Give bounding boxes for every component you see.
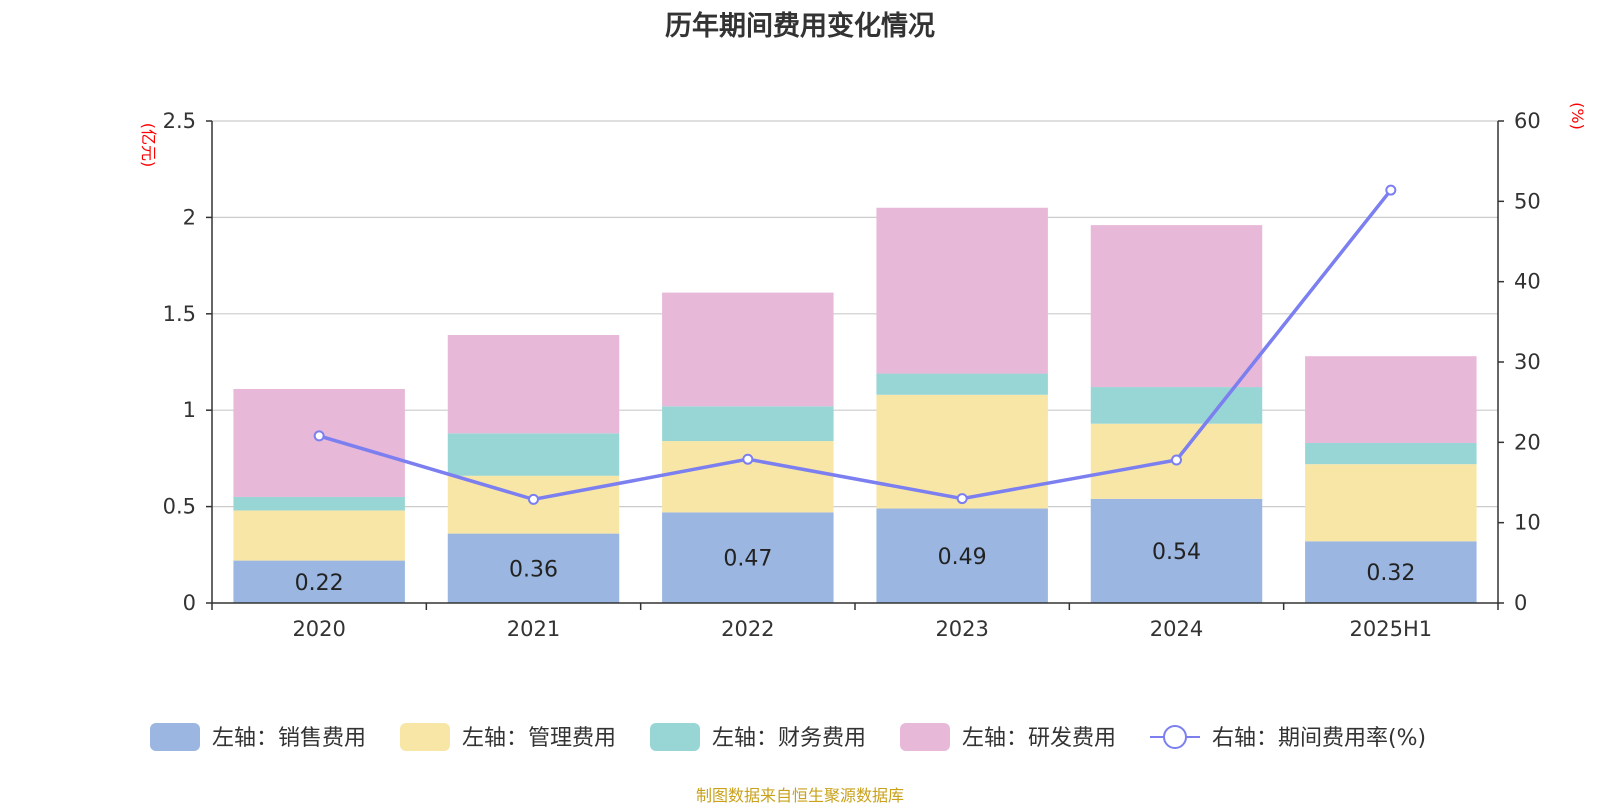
legend-marker [1163, 725, 1187, 749]
right-axis-tick-label: 40 [1514, 270, 1541, 294]
x-axis-tick-label: 2020 [292, 617, 345, 641]
bar-segment [662, 292, 834, 407]
legend-label: 左轴：财务费用 [712, 726, 866, 751]
bar-stacks [233, 207, 1477, 603]
rate-line-point [528, 493, 539, 505]
legend-label: 左轴：销售费用 [212, 726, 366, 751]
rate-line-point [956, 493, 968, 505]
left-axis-tick-label: 1.5 [163, 302, 196, 326]
right-axis-tick-label: 0 [1514, 591, 1527, 615]
bar-segment [1305, 442, 1477, 465]
bar-data-label: 0.22 [295, 571, 344, 596]
legend-swatch [400, 723, 450, 751]
chart-title: 历年期间费用变化情况 [665, 11, 935, 42]
left-axis-tick-label: 1 [183, 398, 196, 422]
legend-swatch [650, 723, 700, 751]
rate-line-point [313, 430, 325, 442]
bar-segment [447, 335, 620, 434]
bar-data-label: 0.36 [509, 557, 558, 582]
bar-segment [1305, 356, 1477, 443]
bar-segment [662, 406, 834, 442]
source-note: 制图数据来自恒生聚源数据库 [695, 786, 904, 805]
left-axis-tick-label: 2 [183, 205, 196, 229]
legend-swatch [900, 723, 950, 751]
bar-segment [233, 388, 405, 497]
bar-segment [1090, 387, 1263, 424]
bar-data-label: 0.54 [1152, 540, 1201, 565]
legend-label: 左轴：管理费用 [462, 726, 616, 751]
x-axis-tick-label: 2023 [935, 617, 988, 641]
right-axis-tick-label: 60 [1514, 109, 1541, 133]
left-axis-tick-label: 0 [183, 591, 196, 615]
data-labels: 0.22 0.36 0.47 0.49 0.54 0.32 [295, 540, 1416, 596]
bar-segment [447, 533, 620, 603]
legend-swatch [150, 723, 200, 751]
x-axis-tick-label: 2022 [721, 617, 774, 641]
bar-segment [233, 560, 405, 603]
bar-segment [447, 433, 620, 476]
bar-data-label: 0.47 [723, 547, 772, 572]
bar-segment [662, 512, 834, 603]
rate-line-point [742, 453, 754, 465]
legend: 左轴：销售费用 左轴：管理费用 左轴：财务费用 左轴：研发费用 右轴：期间费用率(%) [150, 723, 1426, 751]
left-axis-tick-label: 0.5 [163, 495, 196, 519]
bar-segment [876, 207, 1048, 374]
right-axis-tick-label: 10 [1514, 511, 1541, 535]
legend-label: 右轴：期间费用率(%) [1212, 726, 1426, 751]
bar-segment [662, 441, 834, 513]
right-axis-tick-label: 30 [1514, 350, 1541, 374]
bar-data-label: 0.32 [1366, 561, 1415, 586]
bar-segment [233, 510, 405, 561]
bar-segment [1305, 541, 1477, 603]
bar-segment [876, 373, 1048, 395]
rate-line-point [1171, 454, 1182, 466]
legend-label: 左轴：研发费用 [962, 726, 1116, 751]
left-axis-unit: (亿元) [139, 123, 158, 168]
bar-segment [876, 394, 1048, 509]
rate-line-point [1385, 184, 1397, 196]
right-axis-unit: (%) [1568, 102, 1587, 130]
bar-segment [1090, 498, 1263, 603]
x-axis-tick-label: 2025H1 [1350, 617, 1433, 641]
bar-segment [1305, 464, 1477, 542]
x-axis-tick-label: 2021 [507, 617, 560, 641]
bar-segment [233, 496, 405, 511]
right-axis-tick-label: 20 [1514, 430, 1541, 454]
x-axis-tick-label: 2024 [1150, 617, 1203, 641]
bar-segment [1090, 225, 1263, 388]
gridlines [212, 120, 1498, 508]
axes: 0 0.5 1 1.5 2 2.5 0 10 20 30 40 50 60 2020 2021 2022 202… [139, 102, 1587, 641]
left-axis-tick-label: 2.5 [163, 109, 196, 133]
rate-line-path [318, 188, 1393, 502]
right-axis-tick-label: 50 [1514, 189, 1541, 213]
bar-data-label: 0.49 [938, 545, 987, 570]
rate-line [313, 184, 1397, 505]
bar-segment [876, 508, 1048, 603]
